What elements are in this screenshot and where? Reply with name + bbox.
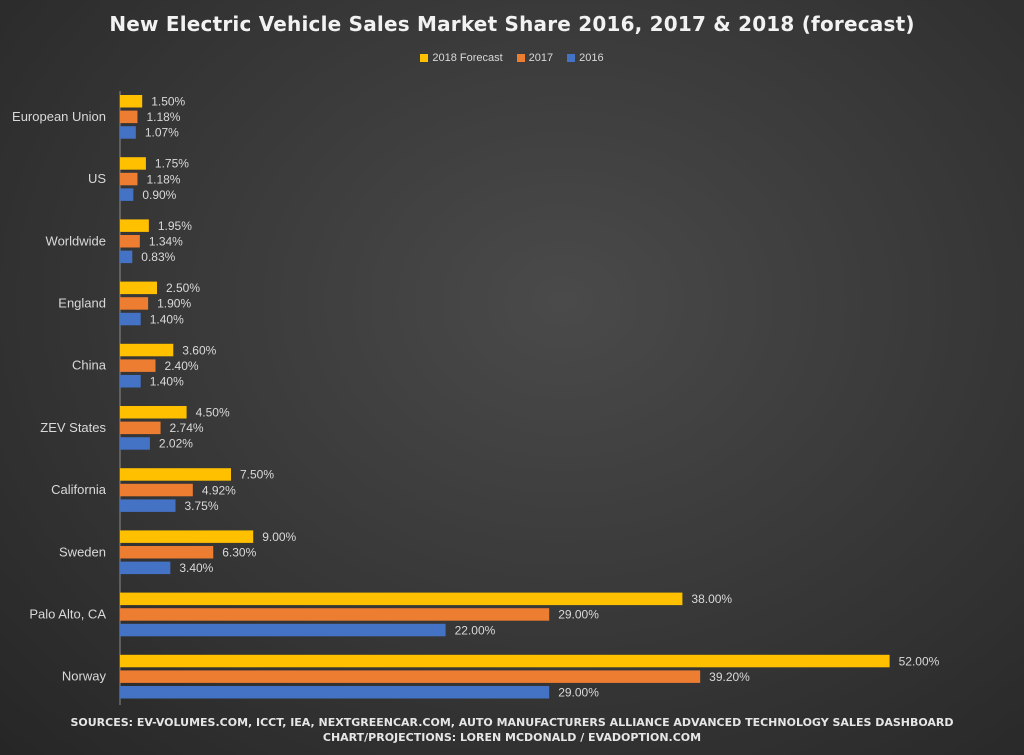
data-label-2016-us: 0.90% [142, 188, 176, 202]
data-label-2016-china: 1.40% [150, 375, 184, 389]
bar-2016-norway [120, 686, 550, 699]
category-label-us: US [88, 171, 106, 186]
bar-2017-zev-states [120, 421, 161, 435]
legend-label-2017: 2017 [528, 52, 554, 64]
bar-2016-china [120, 375, 141, 388]
chart-legend: 2018 Forecast 2017 2016 [0, 52, 1024, 64]
bar-2017-china [120, 359, 156, 372]
category-label-european-union: European Union [12, 109, 106, 124]
data-label-2017-zev-states: 2.74% [170, 421, 204, 435]
legend-label-2016: 2016 [579, 52, 604, 64]
category-label-sweden: Sweden [59, 544, 106, 559]
chart-credit: CHART/PROJECTIONS: LOREN MCDONALD / EVAD… [322, 731, 702, 744]
category-label-zev-states: ZEV States [40, 420, 106, 435]
category-label-england: England [58, 295, 106, 310]
legend-swatch-2017 [516, 54, 525, 62]
data-label-2018-forecast-england: 2.50% [166, 281, 200, 295]
legend-item-2017: 2017 [516, 52, 554, 64]
category-label-norway: Norway [62, 669, 107, 684]
data-label-2018-forecast-china: 3.60% [182, 343, 216, 357]
data-label-2018-forecast-zev-states: 4.50% [196, 406, 230, 420]
data-label-2017-sweden: 6.30% [222, 546, 256, 560]
bar-2018-forecast-us [120, 157, 146, 170]
legend-swatch-2016 [567, 54, 576, 62]
data-label-2017-china: 2.40% [165, 359, 199, 373]
legend-label-2018-forecast: 2018 Forecast [432, 52, 503, 64]
data-label-2017-worldwide: 1.34% [149, 235, 183, 249]
data-label-2018-forecast-us: 1.75% [155, 157, 189, 171]
data-label-2018-forecast-norway: 52.00% [899, 654, 940, 668]
bar-2016-us [120, 188, 134, 201]
bar-2018-forecast-norway [120, 654, 890, 668]
bar-2018-forecast-european-union [120, 95, 143, 108]
category-label-california: California [51, 482, 107, 497]
bar-2017-norway [120, 670, 701, 683]
data-label-2016-worldwide: 0.83% [141, 250, 175, 264]
category-label-china: China [72, 358, 107, 373]
data-label-2016-norway: 29.00% [558, 686, 599, 700]
bar-2017-worldwide [120, 235, 140, 248]
bar-2017-england [120, 297, 149, 310]
chart-sources: SOURCES: EV-VOLUMES.COM, ICCT, IEA, NEXT… [70, 716, 954, 729]
bar-2018-forecast-worldwide [120, 219, 149, 232]
bar-2017-california [120, 483, 193, 497]
bar-2016-zev-states [120, 437, 150, 450]
bar-2018-forecast-california [120, 468, 231, 481]
bar-2018-forecast-palo-alto-ca [120, 592, 683, 606]
bar-2016-palo-alto-ca [120, 623, 446, 637]
legend-item-2018-forecast: 2018 Forecast [420, 52, 503, 64]
data-label-2016-california: 3.75% [185, 499, 219, 513]
data-label-2016-zev-states: 2.02% [159, 437, 193, 451]
data-label-2018-forecast-worldwide: 1.95% [158, 219, 192, 233]
data-label-2017-norway: 39.20% [709, 670, 750, 684]
data-label-2016-european-union: 1.07% [145, 126, 179, 140]
data-label-2017-us: 1.18% [146, 172, 180, 186]
bar-2018-forecast-england [120, 281, 157, 295]
data-label-2018-forecast-european-union: 1.50% [151, 95, 185, 109]
bar-2016-worldwide [120, 250, 133, 264]
category-label-palo-alto-ca: Palo Alto, CA [29, 606, 106, 621]
data-label-2016-sweden: 3.40% [179, 561, 213, 575]
bar-2016-european-union [120, 126, 136, 139]
data-label-2017-palo-alto-ca: 29.00% [558, 608, 599, 622]
legend-swatch-2018-forecast [420, 54, 429, 62]
data-label-2017-england: 1.90% [157, 297, 191, 311]
bar-2016-california [120, 499, 176, 512]
bar-2017-us [120, 172, 138, 186]
bar-2018-forecast-sweden [120, 530, 254, 543]
data-label-2017-european-union: 1.18% [146, 110, 180, 124]
bar-2017-european-union [120, 110, 138, 124]
bar-2018-forecast-zev-states [120, 406, 187, 419]
legend-item-2016: 2016 [567, 52, 604, 64]
chart-title: New Electric Vehicle Sales Market Share … [109, 12, 915, 36]
bar-2016-sweden [120, 561, 171, 575]
data-label-2017-california: 4.92% [202, 483, 236, 497]
bar-2017-palo-alto-ca [120, 608, 550, 621]
data-label-2018-forecast-california: 7.50% [240, 468, 274, 482]
category-label-worldwide: Worldwide [46, 233, 106, 248]
bar-2018-forecast-china [120, 343, 174, 357]
data-label-2016-palo-alto-ca: 22.00% [455, 623, 496, 637]
data-label-2018-forecast-sweden: 9.00% [262, 530, 296, 544]
data-label-2016-england: 1.40% [150, 312, 184, 326]
data-label-2018-forecast-palo-alto-ca: 38.00% [691, 592, 732, 606]
bar-2017-sweden [120, 546, 214, 559]
bar-2016-england [120, 312, 141, 326]
